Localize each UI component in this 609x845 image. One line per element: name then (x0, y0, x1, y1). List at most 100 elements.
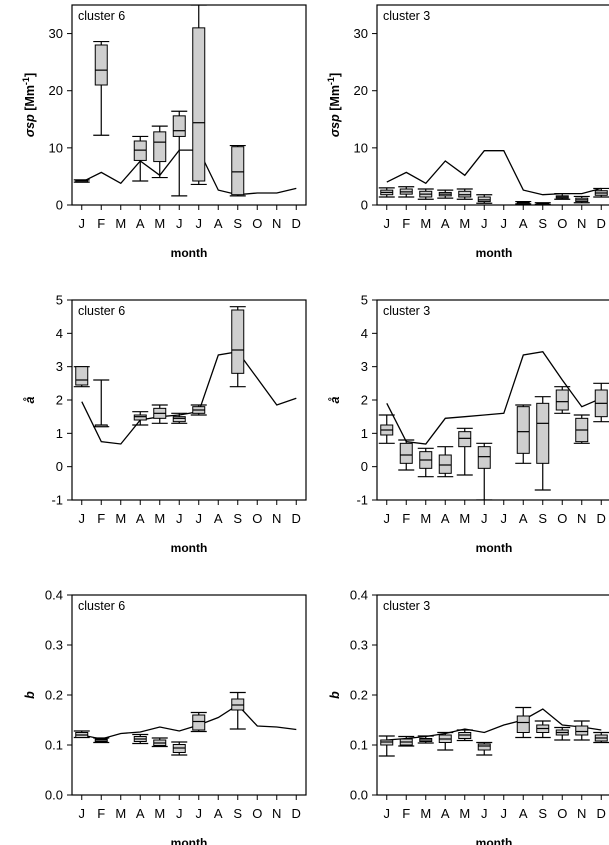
y-axis-unit-close: ] (328, 73, 342, 77)
x-tick-label: J (384, 806, 391, 821)
box-J-1 (73, 179, 90, 183)
x-tick-label: J (501, 511, 508, 526)
box-J-1 (378, 735, 395, 757)
box-M-3 (417, 735, 434, 744)
box-iqr (516, 406, 530, 454)
y-tick-label: 0.3 (350, 638, 368, 653)
x-tick-label: S (538, 806, 547, 821)
box-F-2 (93, 379, 110, 428)
box-series (378, 382, 609, 500)
panel-label: cluster 3 (383, 599, 430, 613)
x-tick-label: J (196, 511, 203, 526)
series-line (386, 350, 602, 445)
box-iqr (555, 389, 569, 411)
box-J-6 (171, 110, 188, 197)
y-tick-label: 0 (361, 198, 368, 213)
x-tick-label: A (214, 511, 223, 526)
x-tick-label: J (501, 806, 508, 821)
y-axis-unit: [Mm (328, 85, 342, 114)
x-tick-label: J (196, 806, 203, 821)
box-iqr (192, 27, 206, 182)
x-tick-label: M (154, 216, 165, 231)
box-M-5 (456, 729, 473, 742)
series-line (81, 149, 297, 196)
box-iqr (133, 414, 147, 421)
x-tick-label: M (420, 511, 431, 526)
y-axis-symbol: σsp (328, 114, 342, 137)
y-tick-label: 5 (56, 293, 63, 308)
y-axis-unit: [Mm (23, 85, 37, 114)
y-axis-symbol: å (23, 396, 37, 403)
x-tick-label: J (481, 806, 488, 821)
box-series (73, 5, 246, 197)
box-iqr (94, 44, 108, 86)
box-J-1 (73, 366, 90, 388)
y-axis-unit-close: ] (23, 73, 37, 77)
x-tick-label: F (402, 216, 410, 231)
x-tick-label: M (115, 216, 126, 231)
series-line (386, 150, 602, 196)
y-tick-label: 20 (354, 83, 368, 98)
x-tick-label: M (154, 511, 165, 526)
x-tick-label: A (214, 216, 223, 231)
box-iqr (75, 366, 89, 386)
box-S-9 (229, 144, 246, 197)
y-tick-label: 4 (56, 326, 63, 341)
box-S-9 (229, 306, 246, 388)
y-tick-label: 2 (56, 393, 63, 408)
box-A-8 (515, 706, 532, 739)
x-tick-label: M (420, 806, 431, 821)
y-axis-symbol: σsp (23, 114, 37, 137)
x-tick-label: A (441, 216, 450, 231)
box-J-7 (190, 5, 207, 186)
y-tick-label: 20 (49, 83, 63, 98)
x-tick-label: F (97, 216, 105, 231)
y-axis-title: b (328, 691, 342, 699)
x-tick-label: J (176, 216, 183, 231)
x-tick-label: M (459, 806, 470, 821)
x-tick-label: J (79, 806, 86, 821)
box-series (73, 691, 246, 756)
x-tick-label: M (115, 511, 126, 526)
y-tick-label: 0.2 (350, 688, 368, 703)
x-tick-label: N (272, 216, 281, 231)
y-tick-label: 0.4 (350, 588, 368, 603)
x-tick-label: S (233, 806, 242, 821)
x-tick-label: A (519, 806, 528, 821)
box-iqr (536, 402, 550, 464)
box-M-5 (456, 188, 473, 200)
x-tick-label: A (441, 511, 450, 526)
box-D-12 (593, 187, 609, 198)
box-iqr (172, 115, 186, 137)
x-axis-title: month (171, 246, 208, 260)
x-tick-label: J (501, 216, 508, 231)
chart-panel-5: 0.00.10.20.30.4J F M A M J J A S O N Dmonthcluster … (23, 588, 307, 845)
y-axis-symbol: b (328, 691, 342, 699)
box-iqr (477, 446, 491, 469)
x-tick-label: O (252, 511, 262, 526)
x-tick-label: J (384, 511, 391, 526)
box-A-4 (437, 446, 454, 478)
y-axis-title: b (23, 691, 37, 699)
box-A-8 (515, 200, 532, 205)
x-tick-label: D (292, 511, 301, 526)
x-tick-label: S (233, 511, 242, 526)
plot-frame (71, 594, 307, 796)
box-iqr (153, 131, 167, 163)
x-tick-label: A (136, 806, 145, 821)
x-tick-label: D (292, 806, 301, 821)
box-J-1 (378, 414, 395, 444)
x-tick-label: S (538, 216, 547, 231)
box-iqr (575, 725, 589, 736)
box-iqr (231, 309, 245, 374)
box-D-12 (593, 382, 609, 423)
y-tick-label: 5 (361, 293, 368, 308)
y-axis-title: å (328, 396, 342, 403)
plot-frame (71, 4, 307, 206)
x-tick-label: A (136, 511, 145, 526)
y-tick-label: 0.1 (45, 738, 63, 753)
box-J-6 (171, 741, 188, 756)
panel-label: cluster 6 (78, 9, 125, 23)
